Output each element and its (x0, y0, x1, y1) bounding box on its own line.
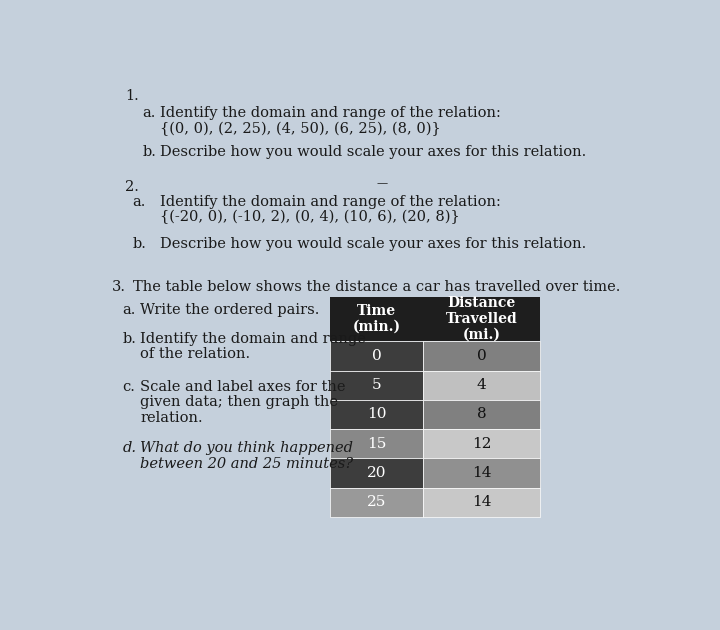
Bar (423, 488, 539, 517)
Text: Identify the domain and range of the relation:: Identify the domain and range of the rel… (160, 195, 500, 209)
Text: {(0, 0), (2, 25), (4, 50), (6, 25), (8, 0)}: {(0, 0), (2, 25), (4, 50), (6, 25), (8, … (160, 122, 441, 136)
Text: 10: 10 (367, 408, 387, 421)
Text: Scale and label axes for the: Scale and label axes for the (140, 380, 346, 394)
Text: Identify the domain and range: Identify the domain and range (140, 332, 366, 346)
Bar (330, 429, 423, 458)
Text: 1.: 1. (125, 89, 139, 103)
Text: b.: b. (122, 332, 136, 346)
Text: The table below shows the distance a car has travelled over time.: The table below shows the distance a car… (132, 280, 620, 294)
Text: —: — (377, 178, 388, 188)
Text: 3.: 3. (112, 280, 126, 294)
Text: 8: 8 (477, 408, 486, 421)
Bar (423, 341, 539, 370)
Text: relation.: relation. (140, 411, 203, 425)
Text: b.: b. (132, 238, 146, 251)
Text: 4: 4 (477, 378, 486, 392)
Text: c.: c. (122, 380, 135, 394)
Bar (330, 488, 423, 517)
Bar (330, 370, 423, 400)
Text: 20: 20 (367, 466, 387, 480)
Text: 15: 15 (367, 437, 387, 450)
Bar (330, 458, 423, 488)
Text: Time
(min.): Time (min.) (353, 304, 401, 334)
Text: {(-20, 0), (-10, 2), (0, 4), (10, 6), (20, 8)}: {(-20, 0), (-10, 2), (0, 4), (10, 6), (2… (160, 210, 459, 225)
Bar (330, 341, 423, 370)
Text: Distance
Travelled
(mi.): Distance Travelled (mi.) (446, 295, 517, 342)
Text: d.: d. (122, 442, 137, 455)
Text: a.: a. (122, 303, 136, 317)
Bar (423, 297, 539, 341)
Text: a.: a. (132, 195, 146, 209)
Text: 0: 0 (372, 349, 382, 363)
Text: Describe how you would scale your axes for this relation.: Describe how you would scale your axes f… (160, 145, 586, 159)
Text: 0: 0 (477, 349, 486, 363)
Text: 12: 12 (472, 437, 491, 450)
Text: 14: 14 (472, 466, 491, 480)
Text: 5: 5 (372, 378, 382, 392)
Bar (423, 400, 539, 429)
Bar (423, 429, 539, 458)
Bar (330, 297, 423, 341)
Text: between 20 and 25 minutes?: between 20 and 25 minutes? (140, 457, 354, 471)
Text: Describe how you would scale your axes for this relation.: Describe how you would scale your axes f… (160, 238, 586, 251)
Text: What do you think happened: What do you think happened (140, 442, 354, 455)
Text: given data; then graph the: given data; then graph the (140, 395, 338, 409)
Text: a.: a. (143, 106, 156, 120)
Text: Write the ordered pairs.: Write the ordered pairs. (140, 303, 320, 317)
Text: of the relation.: of the relation. (140, 347, 251, 362)
Bar (423, 458, 539, 488)
Text: b.: b. (143, 145, 156, 159)
Bar (423, 370, 539, 400)
Bar (330, 400, 423, 429)
Text: 25: 25 (367, 495, 387, 509)
Text: Identify the domain and range of the relation:: Identify the domain and range of the rel… (160, 106, 500, 120)
Text: 14: 14 (472, 495, 491, 509)
Text: 2.: 2. (125, 180, 139, 193)
